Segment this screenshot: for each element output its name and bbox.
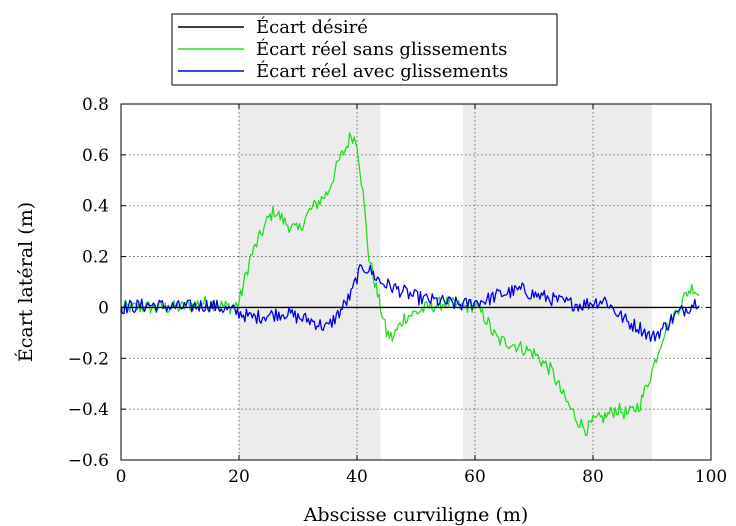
x-tick-label: 40 (346, 467, 368, 487)
axis-ticks: 0 20 40 60 80 100 −0.6 −0.4 −0.2 0 0.2 0.4 0.6 0.8 (68, 95, 728, 487)
x-tick-label: 20 (228, 467, 250, 487)
y-tick-label: −0.6 (68, 451, 109, 471)
plot-frame (120, 103, 712, 461)
y-tick-label: 0.4 (82, 197, 109, 217)
x-tick-label: 60 (464, 467, 486, 487)
series-lines (120, 132, 700, 436)
series-line-3 (120, 264, 700, 343)
x-tick-label: 100 (695, 467, 727, 487)
grid-lines (121, 104, 711, 460)
y-tick-label: 0.6 (82, 146, 109, 166)
y-tick-label: −0.2 (68, 349, 109, 369)
legend-label-1: Écart désiré (256, 15, 368, 38)
y-axis-label: Écart latéral (m) (14, 202, 37, 362)
legend-label-3: Écart réel avec glissements (256, 59, 508, 82)
shaded-region-1 (239, 104, 381, 460)
x-tick-label: 80 (582, 467, 604, 487)
legend-label-2: Écart réel sans glissements (256, 37, 507, 60)
x-tick-label: 0 (116, 467, 127, 487)
y-tick-label: −0.4 (68, 400, 109, 420)
y-tick-label: 0.2 (82, 248, 109, 268)
shaded-region-2 (463, 104, 652, 460)
shaded-regions (239, 104, 652, 460)
x-axis-label: Abscisse curviligne (m) (303, 504, 529, 526)
y-tick-label: 0 (98, 298, 109, 318)
y-tick-label: 0.8 (82, 95, 109, 115)
